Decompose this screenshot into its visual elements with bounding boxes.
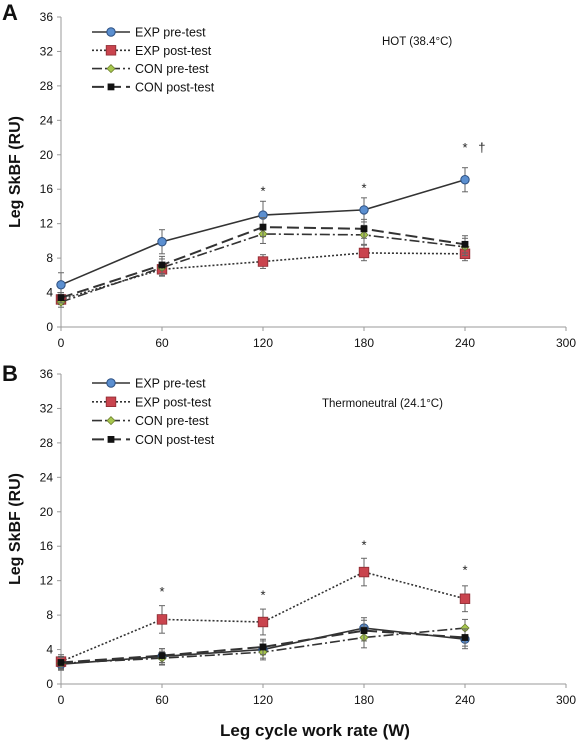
data-point — [157, 237, 167, 247]
y-tick-label: 32 — [40, 44, 54, 58]
data-point — [459, 593, 471, 604]
series-line — [60, 571, 466, 663]
y-tick-label: 12 — [40, 574, 54, 588]
significance-marker: * — [159, 584, 164, 599]
y-axis-label: Leg SkBF (RU) — [7, 116, 24, 228]
legend-label: CON post-test — [135, 80, 215, 94]
series-con-post-test — [57, 619, 469, 669]
legend-label: EXP pre-test — [135, 377, 206, 391]
circle-marker-icon — [106, 27, 116, 37]
y-tick-label: 0 — [46, 320, 53, 334]
data-point — [56, 280, 66, 290]
legend-label: EXP pre-test — [135, 26, 206, 40]
data-point — [461, 634, 469, 641]
x-tick-label: 120 — [253, 336, 273, 350]
y-tick-label: 0 — [46, 677, 53, 691]
black-square-marker-icon — [107, 436, 115, 443]
panel-a: A 0 4 8 12 16 20 24 28 32 36 0 60 120 180 240 300 Leg SkB… — [2, 0, 576, 350]
data-point — [57, 659, 65, 666]
y-tick-label: 8 — [46, 251, 53, 265]
data-point — [257, 616, 269, 628]
data-point — [358, 247, 370, 259]
x-tick-label: 300 — [556, 693, 576, 707]
condition-label: HOT (38.4°C) — [382, 36, 452, 48]
data-point — [259, 643, 267, 651]
y-tick-label: 36 — [40, 367, 54, 381]
y-tick-label: 16 — [40, 539, 54, 553]
legend: EXP pre-test EXP post-test CON pre-test CON… — [92, 26, 215, 94]
significance-marker: * — [260, 183, 265, 198]
x-tick-label: 60 — [155, 336, 169, 350]
data-point — [358, 566, 370, 578]
data-point — [461, 240, 469, 248]
y-tick-label: 4 — [46, 643, 53, 657]
data-point — [156, 614, 168, 625]
data-point — [257, 256, 269, 267]
circle-marker-icon — [106, 378, 116, 388]
y-tick-label: 20 — [40, 505, 54, 519]
panel-b: B 0 4 8 12 16 20 24 28 32 36 0 60 120 180 240 300 Leg SkB… — [2, 361, 576, 707]
series-con-post-test — [57, 217, 469, 304]
legend-label: CON pre-test — [135, 62, 209, 76]
x-tick-label: 0 — [58, 693, 65, 707]
x-tick-label: 240 — [455, 693, 475, 707]
diamond-marker-icon — [106, 64, 116, 74]
series-line — [60, 233, 466, 303]
y-tick-label: 8 — [46, 608, 53, 622]
panel-letter: A — [2, 0, 18, 25]
y-tick-label: 28 — [40, 436, 54, 450]
legend: EXP pre-test EXP post-test CON pre-test CON… — [92, 377, 215, 447]
x-tick-label: 180 — [354, 336, 374, 350]
legend-label: EXP post-test — [135, 395, 212, 409]
y-tick-label: 36 — [40, 10, 54, 24]
y-axis-label: Leg SkBF (RU) — [7, 473, 24, 585]
y-tick-label: 24 — [40, 113, 54, 127]
data-point — [57, 294, 65, 302]
significance-marker: * — [361, 538, 366, 553]
series-exp-pre-test — [56, 167, 470, 298]
data-point — [158, 652, 166, 659]
legend-label: CON post-test — [135, 433, 215, 447]
y-tick-label: 32 — [40, 401, 54, 415]
y-tick-label: 4 — [46, 286, 53, 300]
data-point — [259, 223, 267, 231]
black-square-marker-icon — [107, 83, 115, 91]
x-tick-label: 180 — [354, 693, 374, 707]
significance-marker: * — [361, 181, 366, 196]
data-point — [460, 175, 470, 185]
series-exp-post-test — [55, 244, 471, 306]
diamond-marker-icon — [106, 416, 116, 426]
condition-label: Thermoneutral (24.1°C) — [322, 398, 443, 410]
series-line — [60, 252, 466, 301]
square-marker-icon — [105, 45, 117, 56]
significance-marker: * — [462, 140, 467, 155]
x-tick-label: 240 — [455, 336, 475, 350]
significance-marker: * — [260, 588, 265, 603]
y-tick-label: 28 — [40, 79, 54, 93]
data-point — [360, 627, 368, 635]
legend-label: CON pre-test — [135, 414, 209, 428]
significance-marker: † — [478, 140, 485, 155]
panel-letter: B — [2, 361, 18, 386]
significance-marker: * — [462, 563, 467, 578]
x-axis-label: Leg cycle work rate (W) — [220, 721, 410, 740]
data-point — [359, 205, 369, 215]
y-tick-label: 12 — [40, 217, 54, 231]
data-point — [360, 225, 368, 233]
x-tick-label: 300 — [556, 336, 576, 350]
y-tick-label: 16 — [40, 182, 54, 196]
x-tick-label: 0 — [58, 336, 65, 350]
square-marker-icon — [105, 396, 117, 408]
legend-label: EXP post-test — [135, 44, 212, 58]
data-point — [158, 261, 166, 269]
y-tick-label: 20 — [40, 148, 54, 162]
y-tick-label: 24 — [40, 470, 54, 484]
x-tick-label: 60 — [155, 693, 169, 707]
x-tick-label: 120 — [253, 693, 273, 707]
